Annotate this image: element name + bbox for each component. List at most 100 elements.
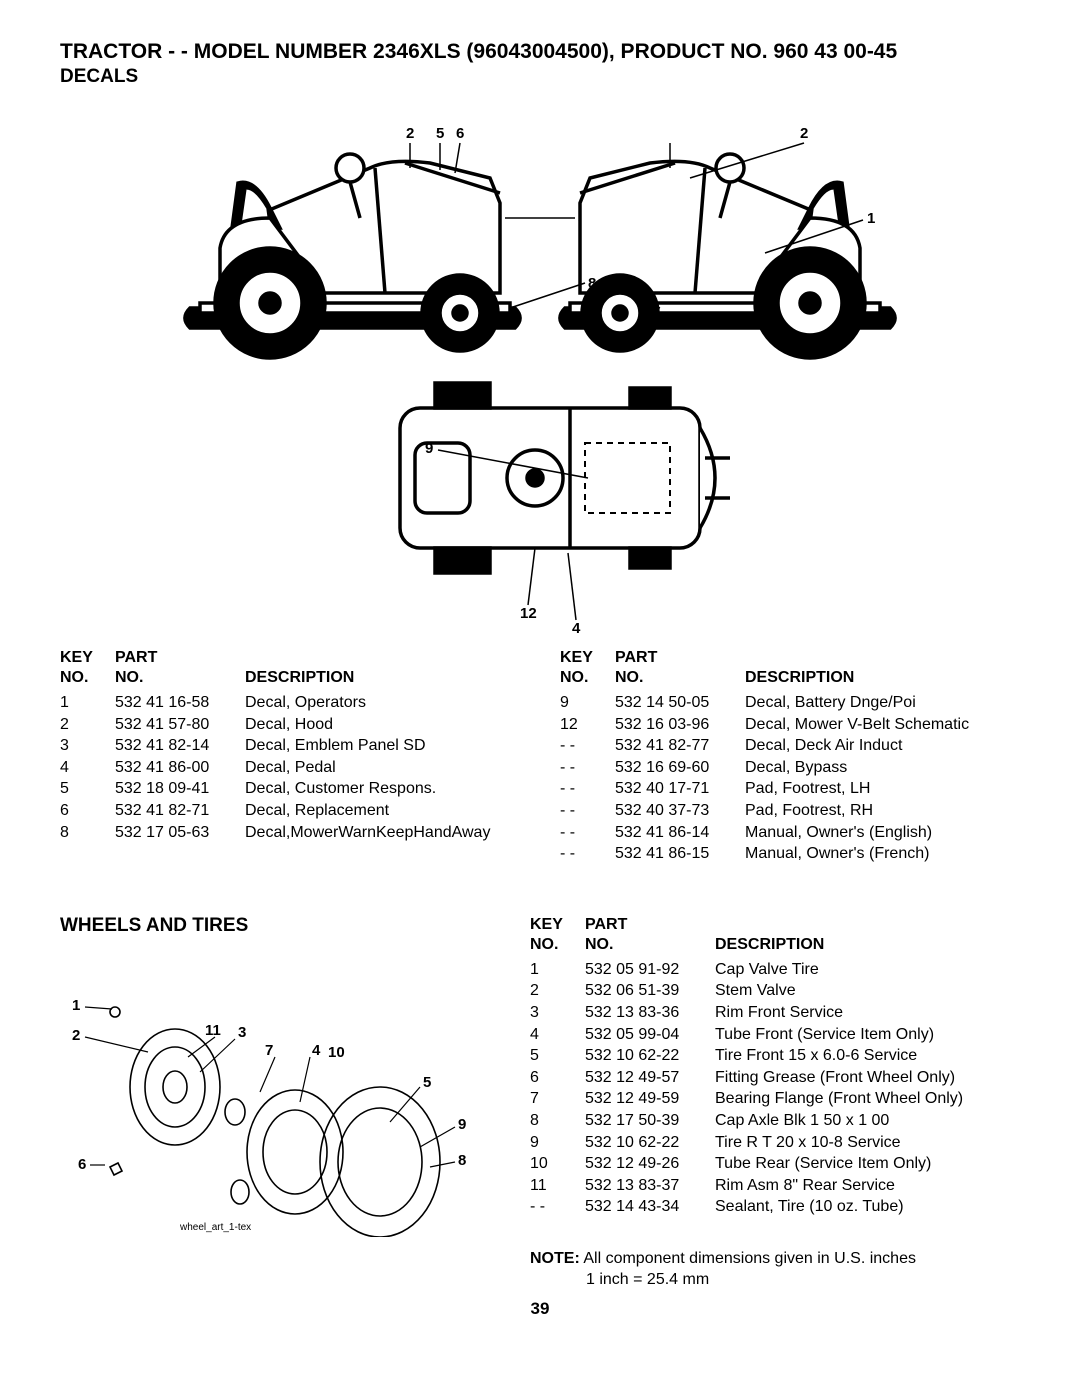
- cell-desc: Fitting Grease (Front Wheel Only): [715, 1067, 1020, 1089]
- w-c6: 6: [78, 1156, 86, 1173]
- table-row: 10532 12 49-26Tube Rear (Service Item On…: [530, 1153, 1020, 1175]
- col-key: KEY NO.: [560, 648, 615, 688]
- table-row: 2532 41 57-80Decal, Hood: [60, 714, 520, 736]
- cell-desc: Bearing Flange (Front Wheel Only): [715, 1088, 1020, 1110]
- cell-key: 7: [530, 1088, 585, 1110]
- cell-desc: Manual, Owner's (English): [745, 822, 1020, 844]
- cell-desc: Decal, Pedal: [245, 757, 520, 779]
- cell-desc: Tire R T 20 x 10-8 Service: [715, 1132, 1020, 1154]
- callout-2b: 2: [800, 125, 808, 142]
- cell-desc: Decal, Operators: [245, 692, 520, 714]
- cell-key: 4: [530, 1024, 585, 1046]
- cell-key: 3: [530, 1002, 585, 1024]
- callout-1: 1: [867, 210, 875, 227]
- table-row: 7532 12 49-59Bearing Flange (Front Wheel…: [530, 1088, 1020, 1110]
- table-row: 6532 12 49-57Fitting Grease (Front Wheel…: [530, 1067, 1020, 1089]
- w-c11: 11: [205, 1022, 221, 1039]
- w-c5: 5: [423, 1074, 431, 1091]
- table-row: 4532 05 99-04Tube Front (Service Item On…: [530, 1024, 1020, 1046]
- cell-key: - -: [530, 1196, 585, 1218]
- cell-key: 4: [60, 757, 115, 779]
- table-row: 1532 05 91-92Cap Valve Tire: [530, 959, 1020, 981]
- cell-desc: Pad, Footrest, LH: [745, 778, 1020, 800]
- w-c9: 9: [458, 1116, 466, 1133]
- cell-part: 532 17 50-39: [585, 1110, 715, 1132]
- wheel-art-label: wheel_art_1-tex: [179, 1222, 251, 1233]
- cell-key: 3: [60, 735, 115, 757]
- cell-key: 6: [60, 800, 115, 822]
- tractor-decals-svg: 2 5 6 3: [160, 108, 920, 638]
- cell-desc: Decal, Bypass: [745, 757, 1020, 779]
- cell-desc: Tube Rear (Service Item Only): [715, 1153, 1020, 1175]
- table-row: 2532 06 51-39Stem Valve: [530, 980, 1020, 1002]
- cell-key: 5: [60, 778, 115, 800]
- cell-key: 2: [530, 980, 585, 1002]
- cell-key: 9: [560, 692, 615, 714]
- cell-desc: Cap Valve Tire: [715, 959, 1020, 981]
- cell-part: 532 10 62-22: [585, 1045, 715, 1067]
- cell-part: 532 12 49-26: [585, 1153, 715, 1175]
- cell-key: 5: [530, 1045, 585, 1067]
- cell-key: 8: [60, 822, 115, 844]
- cell-part: 532 41 82-14: [115, 735, 245, 757]
- cell-part: 532 05 99-04: [585, 1024, 715, 1046]
- cell-desc: Decal, Customer Respons.: [245, 778, 520, 800]
- table-row: 4532 41 86-00Decal, Pedal: [60, 757, 520, 779]
- col-desc: DESCRIPTION: [245, 648, 520, 688]
- col-desc: DESCRIPTION: [745, 648, 1020, 688]
- w-c3: 3: [238, 1024, 246, 1041]
- cell-part: 532 10 62-22: [585, 1132, 715, 1154]
- cell-desc: Decal, Deck Air Induct: [745, 735, 1020, 757]
- col-key: KEY NO.: [530, 915, 585, 955]
- cell-desc: Pad, Footrest, RH: [745, 800, 1020, 822]
- table-row: - -532 40 17-71Pad, Footrest, LH: [560, 778, 1020, 800]
- cell-key: 2: [60, 714, 115, 736]
- decals-tables: KEY NO. PART NO. DESCRIPTION 1532 41 16-…: [60, 648, 1020, 865]
- callout-2a: 2: [406, 125, 414, 142]
- cell-key: 6: [530, 1067, 585, 1089]
- cell-desc: Cap Axle Blk 1 50 x 1 00: [715, 1110, 1020, 1132]
- decals-diagram: 2 5 6 3: [60, 108, 1020, 638]
- callout-12: 12: [520, 605, 537, 622]
- col-part: PART NO.: [585, 915, 715, 955]
- cell-key: - -: [560, 843, 615, 865]
- cell-key: 10: [530, 1153, 585, 1175]
- table-row: - -532 14 43-34Sealant, Tire (10 oz. Tub…: [530, 1196, 1020, 1218]
- col-key: KEY NO.: [60, 648, 115, 688]
- cell-key: - -: [560, 822, 615, 844]
- callout-5: 5: [436, 125, 444, 142]
- cell-key: 8: [530, 1110, 585, 1132]
- callout-6: 6: [456, 125, 464, 142]
- cell-part: 532 12 49-59: [585, 1088, 715, 1110]
- cell-desc: Tube Front (Service Item Only): [715, 1024, 1020, 1046]
- callout-9: 9: [425, 440, 433, 457]
- col-part: PART NO.: [615, 648, 745, 688]
- table-row: - -532 41 86-15Manual, Owner's (French): [560, 843, 1020, 865]
- decals-table-left: KEY NO. PART NO. DESCRIPTION 1532 41 16-…: [60, 648, 520, 865]
- cell-desc: Rim Asm 8" Rear Service: [715, 1175, 1020, 1197]
- table-row: 12532 16 03-96Decal, Mower V-Belt Schema…: [560, 714, 1020, 736]
- cell-desc: Rim Front Service: [715, 1002, 1020, 1024]
- cell-key: 1: [530, 959, 585, 981]
- cell-part: 532 18 09-41: [115, 778, 245, 800]
- cell-desc: Decal, Emblem Panel SD: [245, 735, 520, 757]
- cell-part: 532 41 86-00: [115, 757, 245, 779]
- col-part: PART NO.: [115, 648, 245, 688]
- cell-part: 532 12 49-57: [585, 1067, 715, 1089]
- callout-8: 8: [588, 275, 596, 292]
- cell-desc: Sealant, Tire (10 oz. Tube): [715, 1196, 1020, 1218]
- table-row: 9532 14 50-05Decal, Battery Dnge/Poi: [560, 692, 1020, 714]
- cell-part: 532 06 51-39: [585, 980, 715, 1002]
- table-row: - -532 16 69-60Decal, Bypass: [560, 757, 1020, 779]
- table-row: 8532 17 05-63Decal,MowerWarnKeepHandAway: [60, 822, 520, 844]
- cell-part: 532 14 50-05: [615, 692, 745, 714]
- table-row: - -532 41 82-77Decal, Deck Air Induct: [560, 735, 1020, 757]
- cell-part: 532 40 37-73: [615, 800, 745, 822]
- w-c8: 8: [458, 1152, 466, 1169]
- note-block: NOTE: All component dimensions given in …: [530, 1248, 1020, 1291]
- w-c7: 7: [265, 1042, 273, 1059]
- note-text1: All component dimensions given in U.S. i…: [583, 1250, 916, 1267]
- cell-part: 532 16 03-96: [615, 714, 745, 736]
- cell-part: 532 13 83-36: [585, 1002, 715, 1024]
- wheels-diagram: 1 2 11 3 7 4 10 5 9 8 6 wheel_art_1-tex: [60, 957, 480, 1237]
